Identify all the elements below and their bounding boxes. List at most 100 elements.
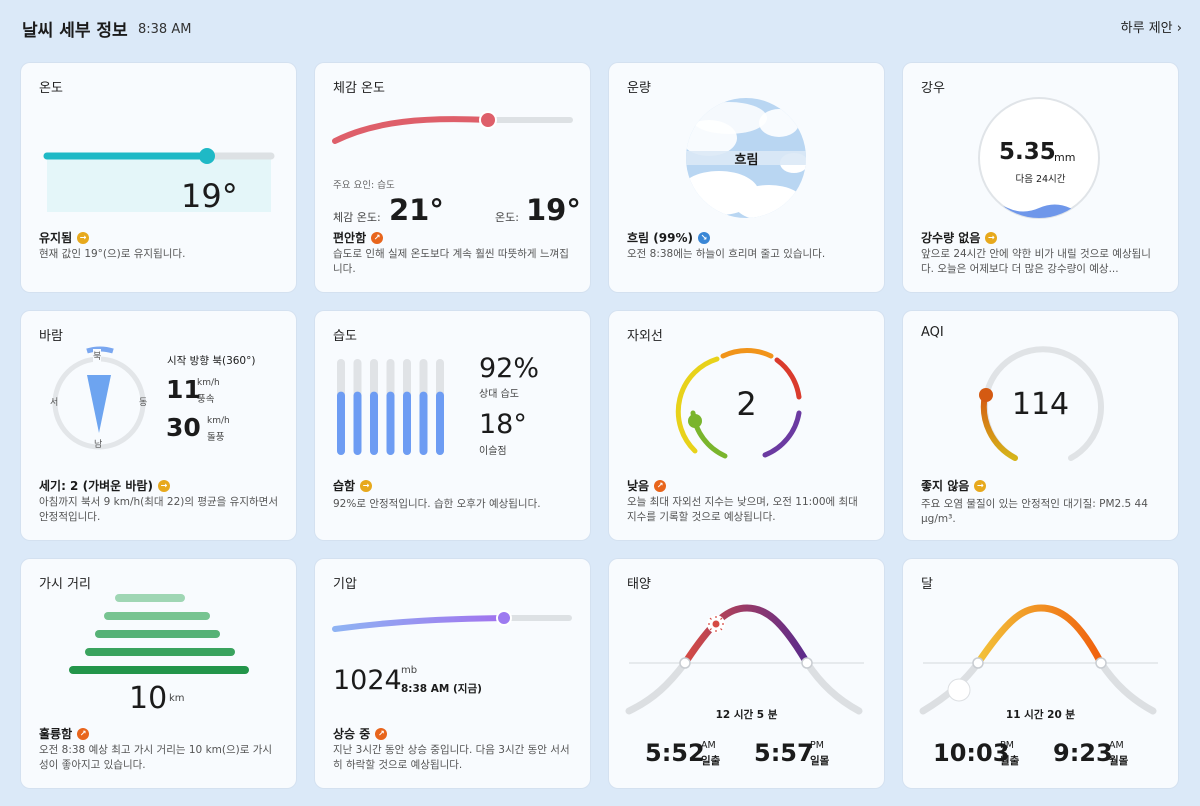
pressure-desc: 지난 3시간 동안 상승 중입니다. 다음 3시간 동안 서서히 하락할 것으로… — [333, 744, 570, 771]
cloud-desc: 오전 8:38에는 하늘이 흐리며 줄고 있습니다. — [627, 248, 826, 260]
sun-duration: 12 시간 5 분 — [715, 709, 778, 721]
temperature-title: 온도 — [39, 81, 63, 96]
feels-like-desc: 습도로 인해 실제 온도보다 계속 훨씬 따뜻하게 느껴집니다. — [333, 248, 569, 275]
visibility-unit: km — [169, 693, 185, 704]
moonrise-time: 10:03 — [933, 739, 1010, 767]
stable-icon: → — [77, 231, 90, 244]
humidity-bar-fill — [419, 391, 428, 455]
aqi-status-text: 좋지 않음 — [921, 479, 970, 493]
temperature-card[interactable]: 온도 19° 유지됨 → 현재 값인 19°(으)로 유지됩니다. — [21, 63, 296, 292]
feels-like-status: 편안함 ↗ — [333, 229, 384, 246]
uv-status: 낮음 ↗ — [627, 477, 667, 494]
wind-title: 바람 — [39, 329, 63, 344]
cloud-status: 흐림 (99%) ↘ — [627, 229, 710, 246]
pressure-graphic — [332, 610, 572, 632]
humidity-bar-fill — [337, 391, 345, 455]
precip-graphic — [978, 97, 1100, 219]
pressure-unit: mb — [401, 665, 418, 676]
sunset-label: 일몰 — [810, 755, 830, 767]
precip-unit: mm — [1054, 151, 1076, 164]
feels-like-card[interactable]: 체감 온도 주요 요인: 습도 체감 온도: 21° 온도: 19° 편안함 ↗ … — [315, 63, 590, 292]
cloud-cover-card[interactable]: 운량 흐림 흐림 (99%) ↘ 오전 8:38에는 하늘이 흐리며 줄고 있습니… — [609, 63, 884, 292]
dew-point-value: 18° — [479, 409, 527, 440]
humidity-desc: 92%로 안정적입니다. 습한 오후가 예상됩니다. — [333, 498, 541, 510]
sunset-ampm: PM — [810, 740, 824, 751]
stable-icon: → — [157, 479, 170, 492]
rising-icon: ↗ — [375, 727, 388, 740]
sunset-time: 5:57 — [754, 739, 814, 767]
temperature-status: 유지됨 → — [39, 229, 90, 246]
moonrise-label: 월출 — [1000, 755, 1020, 767]
uv-desc: 오늘 최대 자외선 지수는 낮으며, 오전 11:00에 최대 지수를 기록할 … — [627, 496, 858, 523]
humidity-bar-fill — [436, 391, 444, 455]
actual-temp-value: 19° — [526, 193, 581, 227]
sun-title: 태양 — [627, 577, 651, 592]
pressure-card[interactable]: 기압 1024 mb 8:38 AM (지금) 상승 중 ↗ 지난 3시간 동안 … — [315, 559, 590, 788]
uv-card[interactable]: 자외선 2 낮음 ↗ 오늘 최대 자외선 지수는 낮으며, 오전 11:00에 최… — [609, 311, 884, 540]
daily-suggestion-label: 하루 제안 — [1120, 21, 1173, 36]
feels-like-graphic — [332, 111, 573, 144]
pressure-value: 1024 — [333, 665, 402, 696]
temperature-status-text: 유지됨 — [39, 231, 73, 245]
visibility-status-text: 훌륭함 — [39, 727, 73, 741]
compass-north: 북 — [93, 349, 102, 362]
daily-suggestion-link[interactable]: 하루 제안 › — [1121, 17, 1182, 36]
feels-like-factor: 주요 요인: 습도 — [333, 180, 395, 191]
temperature-graphic — [43, 148, 275, 212]
compass-east: 동 — [139, 398, 148, 408]
uv-gauge — [675, 348, 802, 459]
moon-card[interactable]: 달 11 시간 20 분 10:03 PM 월출 9:23 AM 월몰 — [903, 559, 1178, 788]
compass-south: 남 — [94, 440, 103, 450]
moonset-time: 9:23 — [1053, 739, 1113, 767]
visibility-card[interactable]: 가시 거리 10 km 훌륭함 ↗ 오전 8:38 예상 최고 가시 거리는 10… — [21, 559, 296, 788]
dew-point-label: 이슬점 — [479, 446, 507, 457]
wind-card[interactable]: 바람 북 동 남 서 시작 방향 북(360°) 11 km/h 풍속 30 k… — [21, 311, 296, 540]
humidity-bar-fill — [370, 391, 378, 455]
wind-gust-unit: km/h — [207, 416, 230, 426]
chevron-right-icon: › — [1176, 21, 1182, 36]
visibility-status: 훌륭함 ↗ — [39, 725, 90, 742]
humidity-status: 습함 → — [333, 477, 373, 494]
visibility-desc: 오전 8:38 예상 최고 가시 거리는 10 km(으)로 가시성이 좋아지고… — [39, 744, 273, 771]
humidity-title: 습도 — [333, 329, 357, 344]
sunrise-ampm: AM — [701, 740, 716, 751]
wind-speed-unit: km/h — [197, 378, 220, 388]
moon-duration: 11 시간 20 분 — [1005, 709, 1076, 721]
uv-value: 2 — [736, 385, 757, 423]
humidity-bars — [337, 359, 444, 455]
moonset-label: 월몰 — [1109, 755, 1129, 767]
humidity-status-text: 습함 — [333, 479, 356, 493]
cloud-cover-title: 운량 — [627, 81, 651, 96]
aqi-value: 114 — [1011, 387, 1070, 422]
precip-status: 강수량 없음 → — [921, 229, 998, 246]
visibility-graphic — [69, 594, 249, 674]
pressure-time: 8:38 AM (지금) — [401, 683, 482, 695]
falling-icon: ↘ — [697, 231, 710, 244]
aqi-gauge — [979, 346, 1104, 461]
moon-arc-graphic — [919, 604, 1158, 715]
moon-title: 달 — [921, 577, 933, 592]
humidity-card[interactable]: 습도 92% 상대 습도 18° 이슬점 습함 → 92%로 안정적입니다. 습한… — [315, 311, 590, 540]
precip-value: 5.35 — [999, 139, 1056, 165]
stable-icon: → — [360, 479, 373, 492]
precipitation-card[interactable]: 강우 5.35 mm 다음 24시간 강수량 없음 → 앞으로 24시간 안에 약… — [903, 63, 1178, 292]
uv-title: 자외선 — [627, 329, 663, 344]
moonrise-ampm: PM — [1000, 740, 1014, 751]
wind-status-text: 세기: 2 (가벼운 바람) — [39, 479, 153, 493]
feels-like-value: 21° — [389, 193, 444, 227]
pressure-status-text: 상승 중 — [333, 727, 371, 741]
sunrise-label: 일출 — [701, 755, 721, 767]
temperature-desc: 현재 값인 19°(으)로 유지됩니다. — [39, 248, 186, 260]
wind-desc: 아침까지 북서 9 km/h(최대 22)의 평균을 유지하면서 안정적입니다. — [39, 496, 278, 523]
header: 날씨 세부 정보 8:38 AM 하루 제안 › — [0, 0, 1200, 58]
page-title: 날씨 세부 정보 — [22, 21, 128, 41]
actual-temp-label: 온도: — [495, 211, 519, 224]
wind-direction: 시작 방향 북(360°) — [167, 355, 256, 367]
wind-gust-label: 돌풍 — [207, 432, 225, 443]
rising-icon: ↗ — [654, 479, 667, 492]
sun-card[interactable]: 태양 12 시간 5 분 5:52 AM 일출 5:57 PM 일몰 — [609, 559, 884, 788]
sun-arc-graphic — [625, 604, 864, 715]
wind-gust: 30 — [166, 413, 201, 442]
aqi-card[interactable]: AQI 114 좋지 않음 → 주요 오염 물질이 있는 안정적인 대기질: PM… — [903, 311, 1178, 540]
rising-icon: ↗ — [77, 727, 90, 740]
